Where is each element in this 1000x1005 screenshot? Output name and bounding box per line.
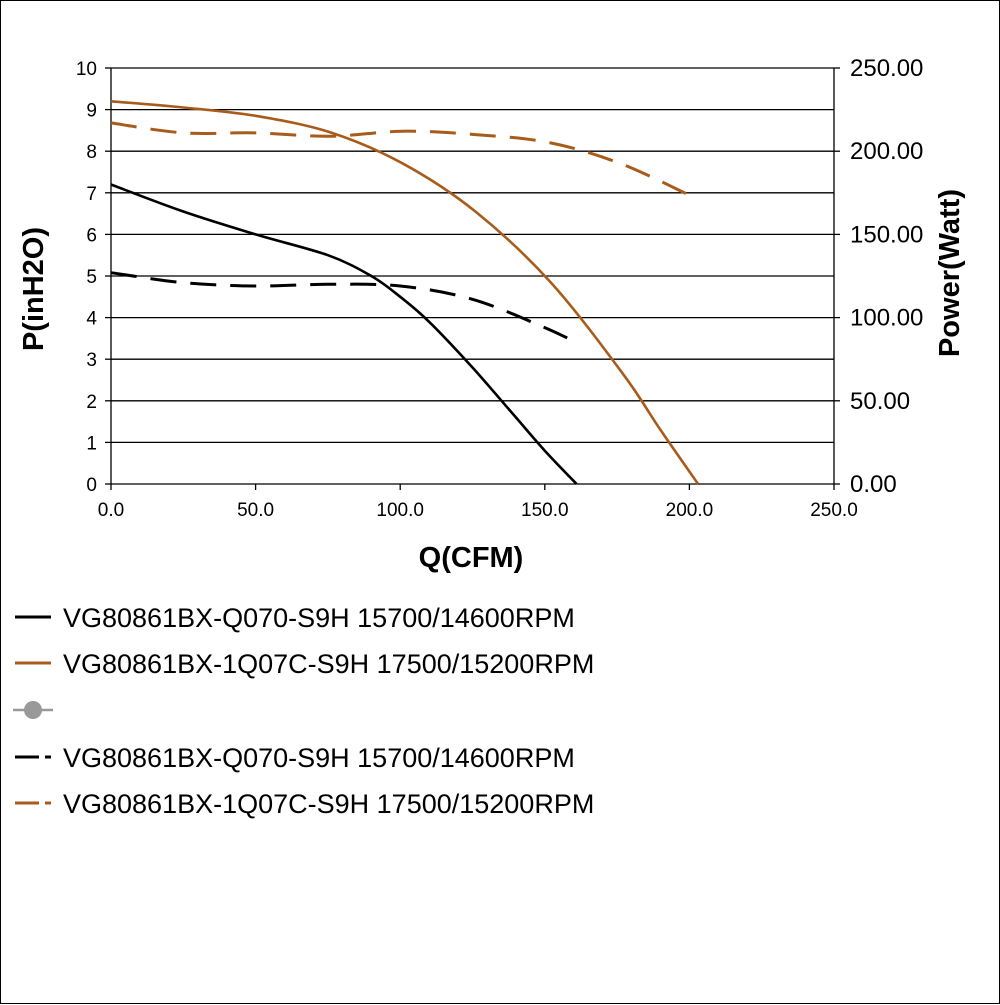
series-line-power-4 (110, 121, 699, 201)
series-lines (110, 100, 700, 485)
right-tick-label: 0.00 (850, 471, 897, 498)
series-line-pressure-1 (110, 100, 700, 485)
right-axis-ticks: 0.00 50.00 100.00 150.00 200.00 250.00 (834, 55, 923, 498)
legend-label: VG80861BX-1Q07C-S9H 17500/15200RPM (63, 789, 594, 819)
x-tick-label: 50.0 (237, 500, 274, 521)
legend-entry: VG80861BX-Q070-S9H 15700/14600RPM (15, 743, 575, 773)
legend-entry: VG80861BX-1Q07C-S9H 17500/15200RPM (15, 649, 594, 679)
legend-entry (13, 701, 53, 719)
x-tick-label: 200.0 (666, 500, 714, 521)
x-tick-label: 150.0 (521, 500, 569, 521)
legend-label: VG80861BX-Q070-S9H 15700/14600RPM (63, 603, 575, 633)
series-line-pressure-0 (110, 183, 578, 485)
x-axis-title: Q(CFM) (419, 542, 524, 574)
left-tick-label: 4 (86, 309, 97, 330)
series-line-power-3 (110, 271, 581, 346)
right-tick-label: 50.00 (850, 388, 910, 415)
right-tick-label: 100.00 (850, 305, 923, 332)
legend-entry: VG80861BX-1Q07C-S9H 17500/15200RPM (15, 789, 594, 819)
y-axis-title: P(inH2O) (18, 227, 50, 351)
right-tick-label: 250.00 (850, 55, 923, 82)
right-tick-label: 200.00 (850, 138, 923, 165)
left-tick-label: 5 (86, 267, 97, 288)
legend-label: VG80861BX-1Q07C-S9H 17500/15200RPM (63, 649, 594, 679)
x-tick-label: 100.0 (376, 500, 424, 521)
left-tick-label: 0 (86, 475, 97, 496)
legend-entry: VG80861BX-Q070-S9H 15700/14600RPM (15, 603, 575, 633)
legend-swatch-marker (24, 701, 42, 719)
gridlines (110, 67, 835, 485)
left-tick-label: 2 (86, 392, 97, 413)
right-tick-label: 150.00 (850, 221, 923, 248)
left-tick-label: 7 (86, 184, 97, 205)
left-tick-label: 1 (86, 433, 97, 454)
x-tick-label: 0.0 (98, 500, 124, 521)
x-tick-label: 250.0 (810, 500, 858, 521)
y2-axis-title: Power(Watt) (934, 189, 966, 357)
left-tick-label: 6 (86, 225, 97, 246)
legend: VG80861BX-Q070-S9H 15700/14600RPM VG80861… (13, 603, 594, 819)
left-tick-label: 3 (86, 350, 97, 371)
left-tick-label: 8 (86, 142, 97, 163)
left-tick-label: 9 (86, 101, 97, 122)
left-axis-ticks: 0 1 2 3 4 5 6 7 8 9 10 (76, 59, 111, 496)
left-tick-label: 10 (76, 59, 97, 80)
legend-label: VG80861BX-Q070-S9H 15700/14600RPM (63, 743, 575, 773)
x-axis-ticks: 0.0 50.0 100.0 150.0 200.0 250.0 (98, 484, 858, 521)
